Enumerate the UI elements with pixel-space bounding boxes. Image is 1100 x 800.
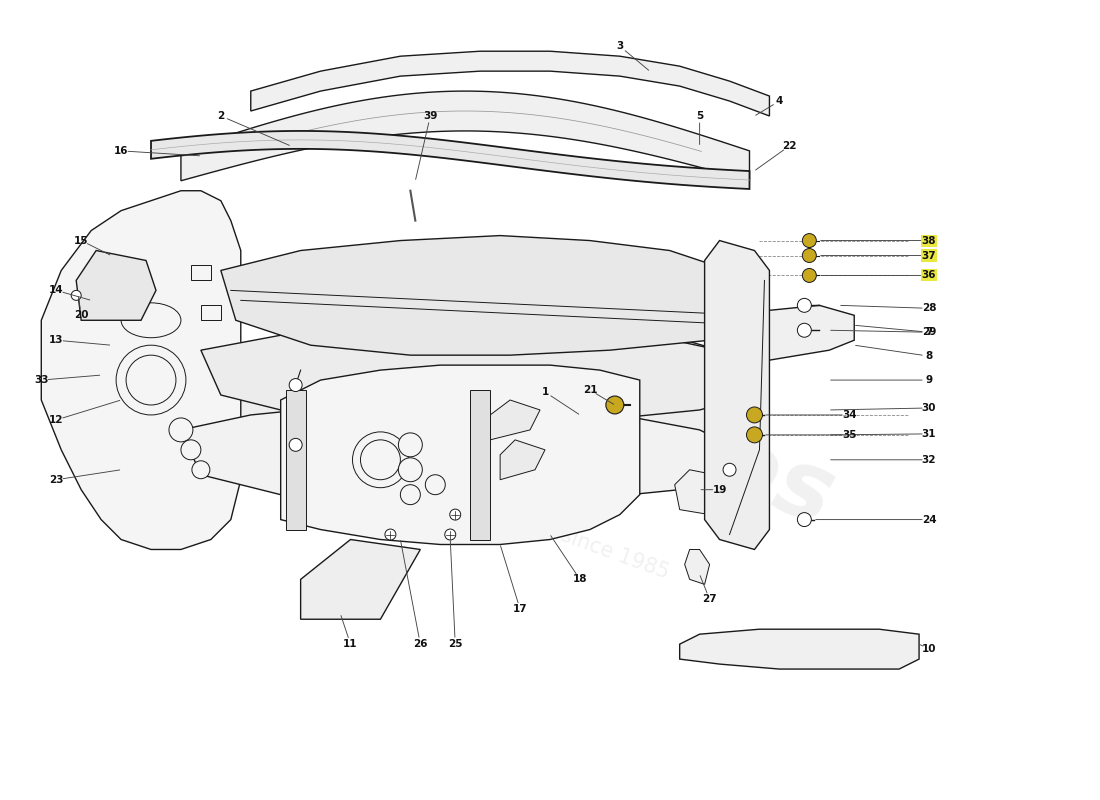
Text: 13: 13: [50, 335, 64, 346]
Text: 7: 7: [925, 327, 933, 338]
Text: 32: 32: [922, 454, 936, 465]
Text: 18: 18: [573, 574, 587, 584]
Polygon shape: [470, 390, 491, 539]
Text: 34: 34: [842, 410, 857, 420]
Text: 11: 11: [343, 639, 358, 649]
Text: 30: 30: [922, 403, 936, 413]
Polygon shape: [201, 320, 755, 425]
Polygon shape: [221, 235, 759, 355]
Polygon shape: [280, 365, 640, 545]
Polygon shape: [180, 320, 759, 480]
Text: 29: 29: [922, 327, 936, 338]
Circle shape: [450, 509, 461, 520]
Polygon shape: [705, 241, 769, 550]
Polygon shape: [674, 470, 719, 514]
Polygon shape: [191, 266, 211, 281]
Text: 19: 19: [713, 485, 727, 494]
Text: 14: 14: [48, 286, 64, 295]
Circle shape: [747, 427, 762, 443]
Text: 4: 4: [776, 96, 783, 106]
Circle shape: [191, 461, 210, 478]
Text: 38: 38: [922, 235, 936, 246]
Circle shape: [117, 345, 186, 415]
Polygon shape: [42, 190, 241, 550]
Circle shape: [385, 529, 396, 540]
Text: 28: 28: [922, 303, 936, 314]
Polygon shape: [201, 306, 221, 320]
Text: 8: 8: [925, 351, 933, 361]
Text: 12: 12: [50, 415, 64, 425]
Text: eurospares: eurospares: [253, 254, 847, 546]
Circle shape: [398, 433, 422, 457]
Circle shape: [798, 298, 812, 312]
Text: 27: 27: [702, 594, 717, 604]
Text: 37: 37: [922, 250, 936, 261]
Circle shape: [747, 407, 762, 423]
Polygon shape: [180, 91, 749, 181]
Text: 31: 31: [922, 429, 936, 439]
Polygon shape: [755, 306, 855, 360]
Text: 23: 23: [50, 474, 64, 485]
Circle shape: [606, 396, 624, 414]
Circle shape: [798, 513, 812, 526]
Text: 16: 16: [113, 146, 129, 156]
Text: 9: 9: [925, 375, 933, 385]
Circle shape: [72, 290, 81, 300]
Circle shape: [289, 438, 302, 451]
Circle shape: [426, 474, 446, 494]
Circle shape: [802, 249, 816, 262]
Polygon shape: [180, 400, 739, 505]
Text: a passion for parts since 1985: a passion for parts since 1985: [368, 456, 671, 583]
Polygon shape: [76, 250, 156, 320]
Text: 2: 2: [217, 111, 224, 121]
Text: 26: 26: [414, 639, 428, 649]
Text: 3: 3: [616, 42, 624, 51]
Circle shape: [400, 485, 420, 505]
Text: 36: 36: [922, 270, 936, 281]
Text: 10: 10: [922, 644, 936, 654]
Circle shape: [180, 440, 201, 460]
Circle shape: [444, 529, 455, 540]
Text: 35: 35: [842, 430, 857, 440]
Polygon shape: [500, 440, 544, 480]
Text: 21: 21: [583, 385, 597, 395]
Circle shape: [802, 234, 816, 247]
Text: 1: 1: [541, 387, 549, 397]
Text: 24: 24: [922, 514, 936, 525]
Circle shape: [352, 432, 408, 488]
Text: 20: 20: [74, 310, 88, 320]
Circle shape: [361, 440, 400, 480]
Text: 15: 15: [74, 235, 88, 246]
Circle shape: [723, 463, 736, 476]
Polygon shape: [151, 131, 749, 189]
Text: 5: 5: [696, 111, 703, 121]
Polygon shape: [286, 390, 306, 530]
Circle shape: [289, 378, 302, 391]
Text: 25: 25: [448, 639, 462, 649]
Polygon shape: [491, 400, 540, 440]
Text: 22: 22: [782, 141, 796, 151]
Polygon shape: [300, 539, 420, 619]
Text: 33: 33: [34, 375, 48, 385]
Circle shape: [126, 355, 176, 405]
Text: 17: 17: [513, 604, 527, 614]
Text: 39: 39: [424, 111, 438, 121]
Polygon shape: [680, 630, 920, 669]
Circle shape: [802, 269, 816, 282]
Circle shape: [398, 458, 422, 482]
Polygon shape: [251, 51, 769, 116]
Circle shape: [169, 418, 192, 442]
Circle shape: [798, 323, 812, 338]
Polygon shape: [684, 550, 710, 584]
